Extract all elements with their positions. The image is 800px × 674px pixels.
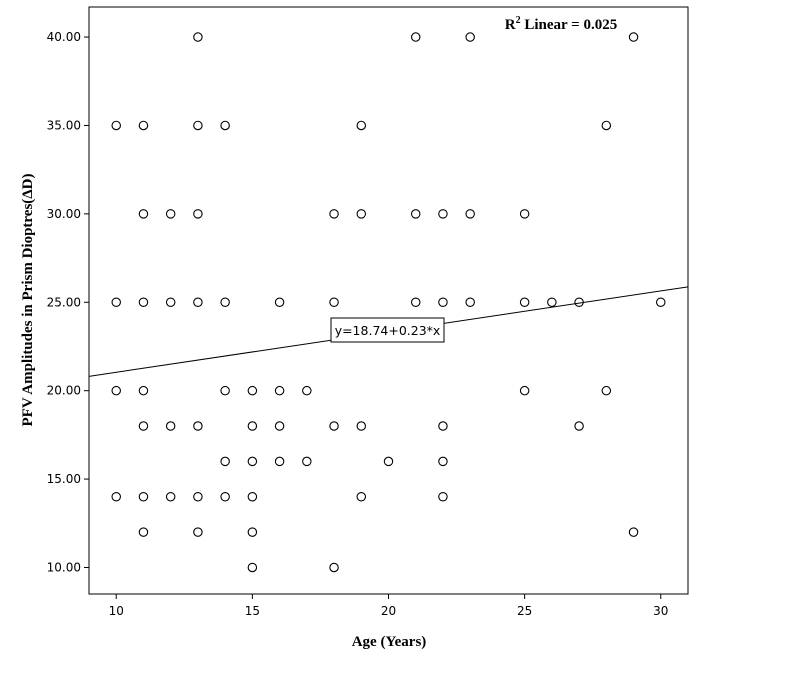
y-tick-label: 40.00 bbox=[47, 30, 81, 44]
data-point bbox=[438, 492, 448, 502]
data-point bbox=[165, 421, 176, 431]
data-point bbox=[138, 120, 149, 131]
data-point bbox=[438, 209, 448, 219]
data-point bbox=[465, 209, 475, 219]
data-point bbox=[138, 492, 149, 502]
data-point bbox=[220, 492, 230, 502]
data-point bbox=[193, 209, 203, 219]
fit-equation-label: y=18.74+0.23*x bbox=[335, 323, 441, 338]
data-point bbox=[356, 120, 367, 131]
data-point bbox=[274, 456, 285, 467]
data-point bbox=[356, 209, 367, 219]
data-point bbox=[193, 32, 203, 42]
data-point bbox=[519, 209, 530, 219]
data-point bbox=[138, 527, 149, 537]
plot-area-frame bbox=[88, 6, 689, 595]
data-point bbox=[329, 562, 339, 573]
data-point bbox=[220, 297, 230, 308]
data-point bbox=[193, 527, 203, 537]
x-tick-label: 15 bbox=[245, 604, 260, 618]
data-point bbox=[247, 385, 258, 396]
data-point bbox=[410, 297, 421, 308]
data-point bbox=[138, 209, 149, 219]
data-point bbox=[465, 32, 475, 42]
fit-equation-box: y=18.74+0.23*x bbox=[330, 317, 445, 343]
data-point bbox=[628, 527, 639, 537]
data-point bbox=[111, 297, 121, 308]
data-points bbox=[111, 32, 666, 573]
data-point bbox=[220, 120, 230, 131]
data-point bbox=[165, 492, 176, 502]
data-point bbox=[519, 385, 530, 396]
data-point bbox=[220, 385, 230, 396]
r-squared-label: R2 Linear = 0.025 bbox=[505, 15, 617, 33]
data-point bbox=[274, 297, 285, 308]
data-point bbox=[601, 120, 612, 131]
y-tick-label: 20.00 bbox=[47, 384, 81, 398]
y-tick-label: 30.00 bbox=[47, 207, 81, 221]
data-point bbox=[465, 297, 475, 308]
x-axis-ticks: 10 15 20 25 30 bbox=[109, 594, 668, 618]
data-point bbox=[438, 456, 448, 467]
y-tick-label: 10.00 bbox=[47, 560, 81, 574]
y-axis-ticks: 10.00 15.00 20.00 25.00 30.00 35.00 40.00 bbox=[47, 30, 89, 574]
x-tick-label: 10 bbox=[109, 604, 124, 618]
data-point bbox=[193, 120, 203, 131]
data-point bbox=[383, 456, 394, 467]
data-point bbox=[329, 297, 339, 308]
data-point bbox=[193, 421, 203, 431]
x-tick-label: 25 bbox=[517, 604, 532, 618]
y-tick-label: 25.00 bbox=[47, 295, 81, 309]
data-point bbox=[111, 385, 121, 396]
data-point bbox=[274, 385, 285, 396]
data-point bbox=[302, 385, 312, 396]
x-tick-label: 30 bbox=[653, 604, 668, 618]
x-tick-label: 20 bbox=[381, 604, 396, 618]
data-point bbox=[138, 385, 149, 396]
data-point bbox=[165, 297, 176, 308]
data-point bbox=[247, 421, 258, 431]
y-tick-label: 15.00 bbox=[47, 472, 81, 486]
data-point bbox=[410, 32, 421, 42]
data-point bbox=[193, 297, 203, 308]
data-point bbox=[193, 492, 203, 502]
data-point bbox=[165, 209, 176, 219]
data-point bbox=[547, 297, 557, 308]
y-axis-title: PFV Amplitudes in Prism Dioptres(ΔD) bbox=[20, 173, 36, 426]
data-point bbox=[247, 492, 258, 502]
data-point bbox=[574, 421, 584, 431]
data-point bbox=[519, 297, 530, 308]
data-point bbox=[111, 492, 121, 502]
x-axis-title: Age (Years) bbox=[352, 634, 427, 650]
data-point bbox=[247, 562, 258, 573]
data-point bbox=[329, 421, 339, 431]
data-point bbox=[274, 421, 285, 431]
data-point bbox=[438, 297, 448, 308]
fit-equation-frame bbox=[330, 317, 445, 343]
data-point bbox=[220, 456, 230, 467]
data-point bbox=[356, 492, 367, 502]
data-point bbox=[356, 421, 367, 431]
data-point bbox=[410, 209, 421, 219]
data-point bbox=[302, 456, 312, 467]
data-point bbox=[628, 32, 639, 42]
data-point bbox=[329, 209, 339, 219]
data-point bbox=[656, 297, 666, 308]
data-point bbox=[247, 527, 258, 537]
data-point bbox=[601, 385, 612, 396]
data-point bbox=[438, 421, 448, 431]
data-point bbox=[138, 297, 149, 308]
data-point bbox=[111, 120, 121, 131]
data-point bbox=[138, 421, 149, 431]
data-point bbox=[247, 456, 258, 467]
y-tick-label: 35.00 bbox=[47, 118, 81, 132]
